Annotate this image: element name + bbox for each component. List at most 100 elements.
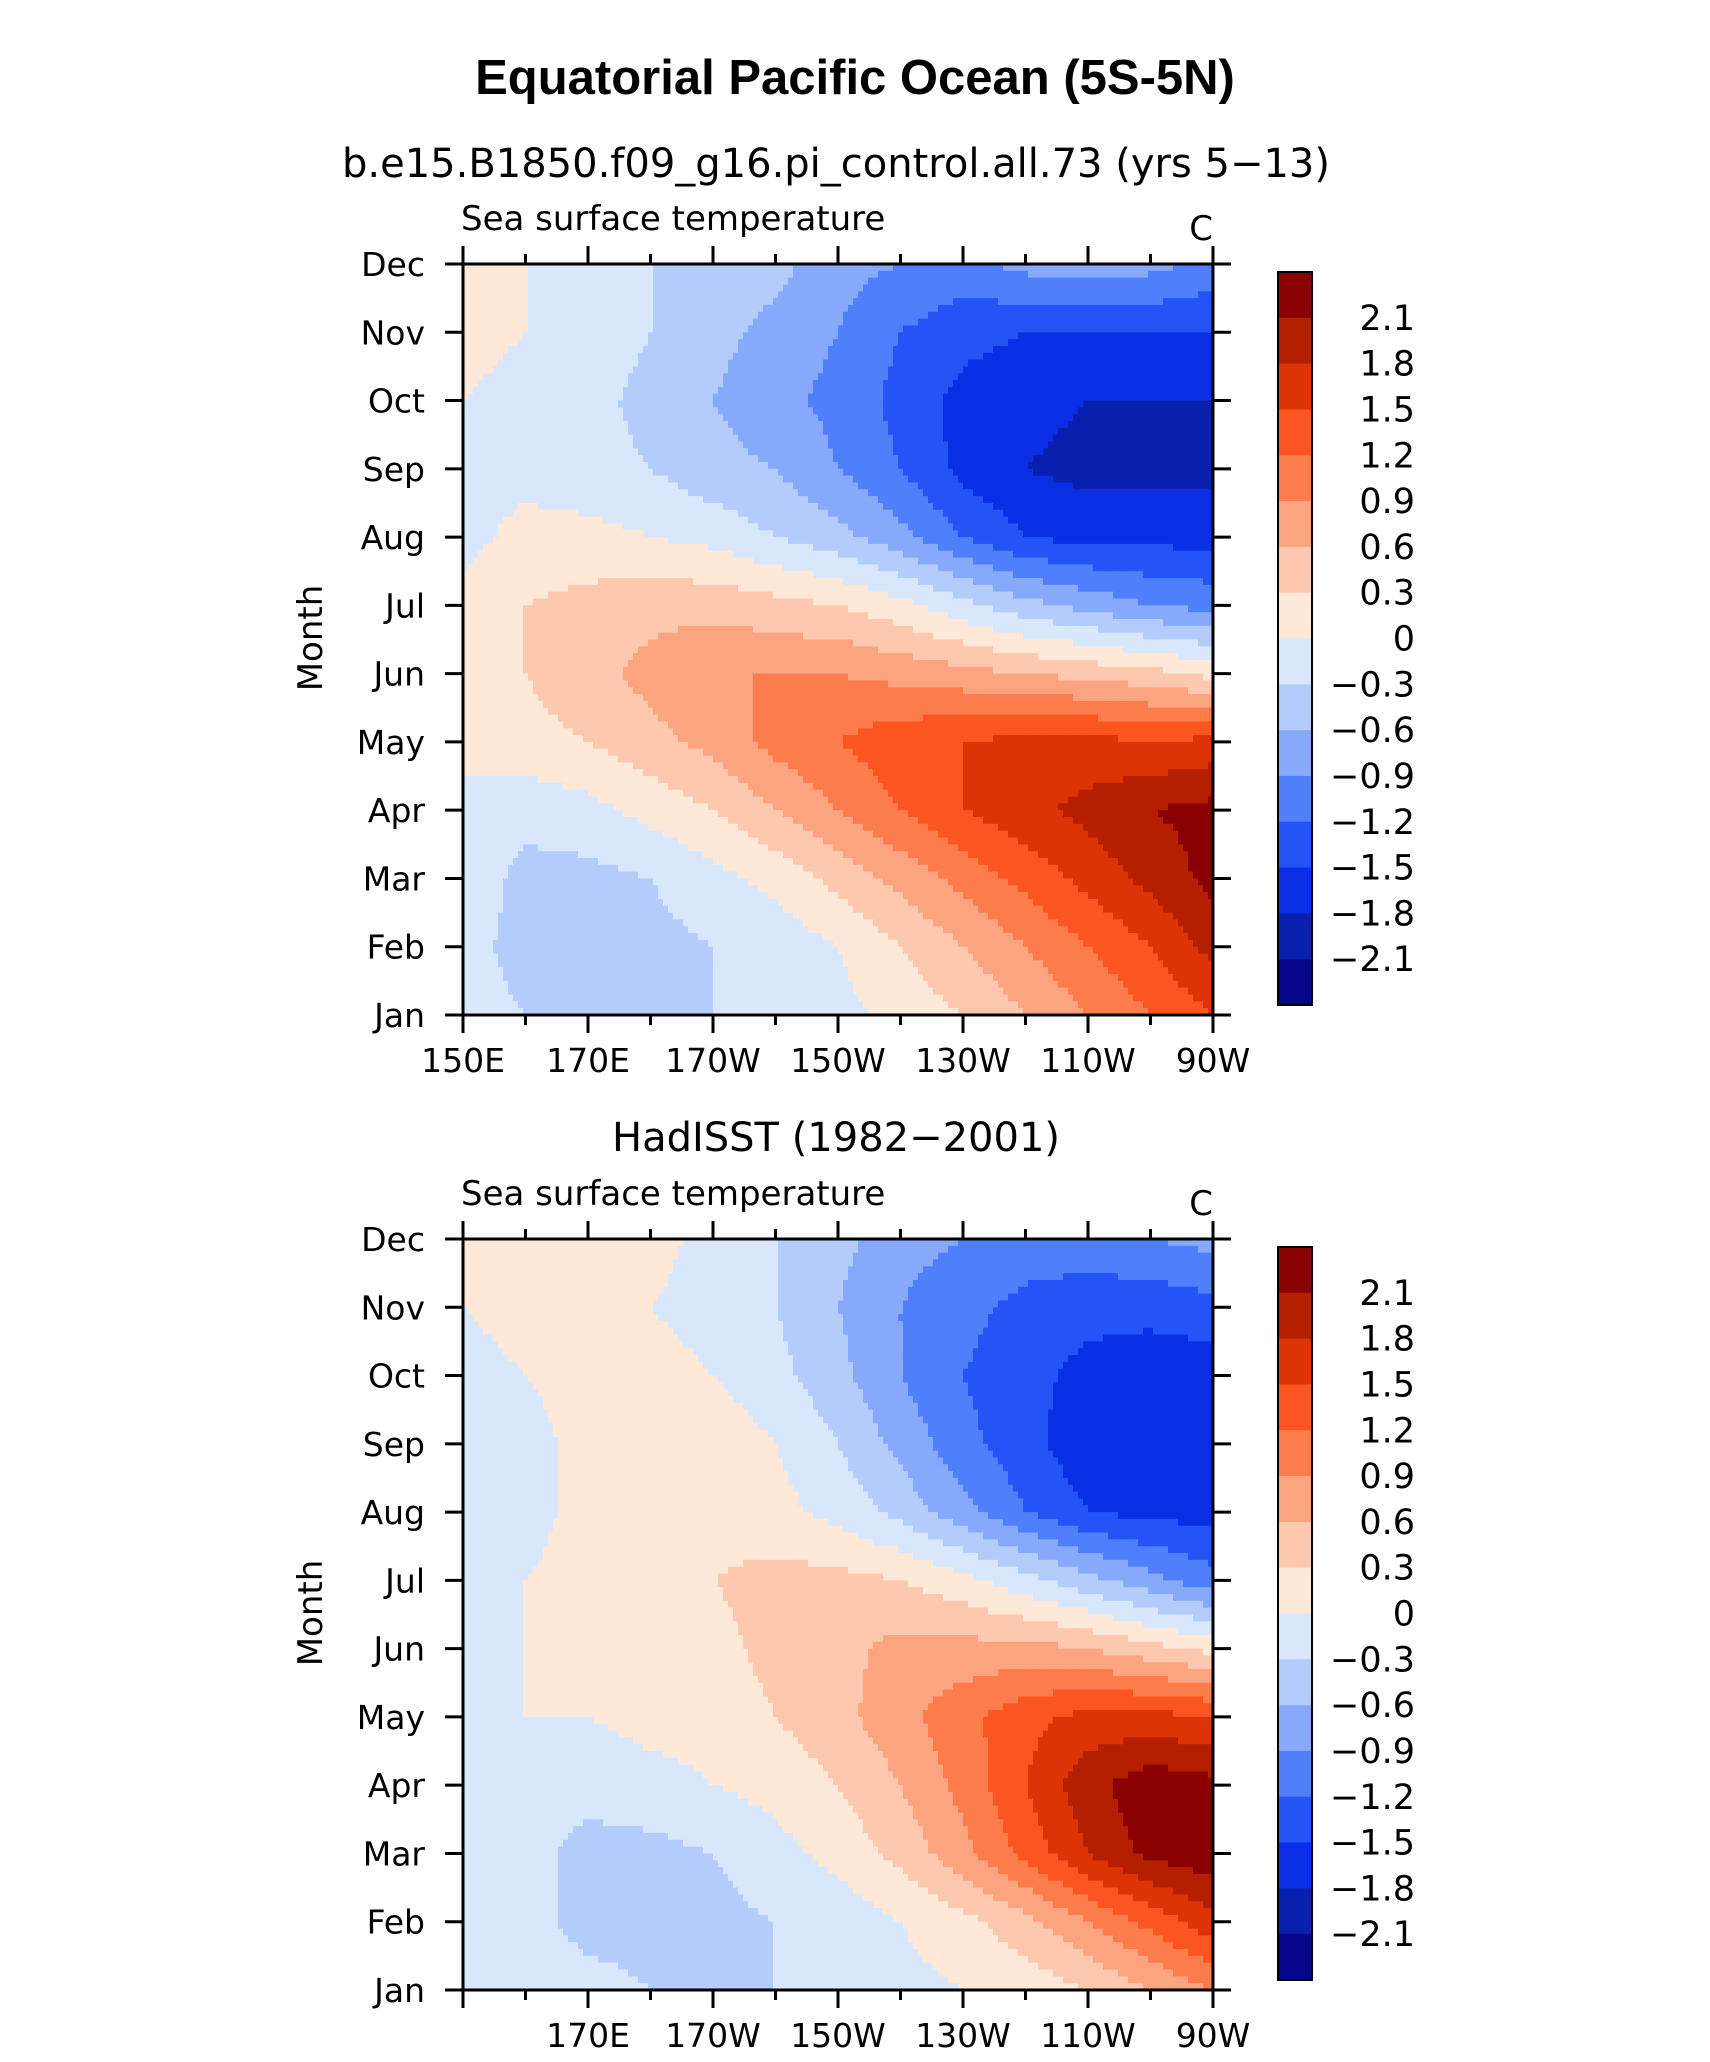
- contour-cell: [1003, 325, 1009, 333]
- contour-cell: [838, 339, 844, 347]
- contour-cell: [853, 345, 859, 354]
- contour-cell: [1018, 264, 1024, 272]
- contour-cell: [1003, 380, 1009, 388]
- contour-cell: [543, 386, 549, 395]
- contour-cell: [1193, 264, 1199, 272]
- contour-cell: [963, 400, 969, 408]
- contour-cell: [1168, 468, 1174, 477]
- contour-cell: [913, 373, 919, 381]
- contour-cell: [988, 264, 994, 272]
- contour-cell: [598, 291, 604, 299]
- contour-cell: [488, 277, 494, 286]
- contour-cell: [1143, 298, 1149, 306]
- contour-cell: [598, 345, 604, 354]
- contour-cell: [953, 373, 959, 381]
- contour-cell: [1058, 291, 1064, 299]
- contour-cell: [723, 277, 729, 286]
- contour-cell: [1068, 359, 1074, 368]
- contour-cell: [953, 468, 959, 477]
- contour-cell: [913, 277, 919, 286]
- contour-cell: [763, 359, 769, 368]
- contour-cell: [938, 468, 944, 477]
- contour-cell: [863, 448, 869, 456]
- contour-cell: [863, 407, 869, 415]
- contour-cell: [898, 291, 904, 299]
- contour-cell: [573, 427, 579, 436]
- contour-cell: [1178, 339, 1184, 347]
- contour-cell: [1138, 414, 1144, 422]
- contour-cell: [978, 421, 984, 429]
- contour-cell: [768, 298, 774, 306]
- contour-cell: [868, 393, 874, 402]
- contour-cell: [788, 366, 794, 374]
- contour-cell: [808, 332, 814, 340]
- contour-cell: [668, 366, 674, 374]
- contour-cell: [813, 359, 819, 368]
- contour-field: [463, 264, 1214, 1016]
- contour-cell: [778, 291, 784, 299]
- contour-cell: [733, 475, 739, 484]
- contour-cell: [1003, 345, 1009, 354]
- contour-cell: [1043, 421, 1049, 429]
- contour-cell: [983, 373, 989, 381]
- contour-cell: [903, 304, 909, 313]
- contour-cell: [718, 482, 724, 490]
- contour-cell: [973, 434, 979, 443]
- contour-cell: [1038, 468, 1044, 477]
- contour-cell: [918, 318, 924, 327]
- contour-cell: [1048, 475, 1054, 484]
- contour-cell: [668, 482, 674, 490]
- contour-cell: [873, 386, 879, 395]
- contour-cell: [943, 414, 949, 422]
- contour-cell: [1158, 468, 1164, 477]
- contour-cell: [1043, 325, 1049, 333]
- contour-cell: [793, 427, 799, 436]
- contour-cell: [733, 270, 739, 279]
- contour-cell: [978, 304, 984, 313]
- contour-cell: [1153, 475, 1159, 484]
- contour-cell: [668, 468, 674, 477]
- contour-cell: [1108, 291, 1114, 299]
- contour-cell: [1078, 448, 1084, 456]
- contour-cell: [1203, 461, 1209, 470]
- contour-cell: [1058, 448, 1064, 456]
- contour-cell: [1168, 318, 1174, 327]
- contour-cell: [1178, 461, 1184, 470]
- contour-cell: [1108, 414, 1114, 422]
- contour-cell: [583, 311, 589, 320]
- contour-cell: [613, 318, 619, 327]
- contour-cell: [868, 318, 874, 327]
- contour-cell: [628, 448, 634, 456]
- contour-cell: [673, 277, 679, 286]
- contour-cell: [633, 461, 639, 470]
- contour-cell: [523, 414, 529, 422]
- contour-cell: [818, 441, 824, 449]
- contour-cell: [1058, 304, 1064, 313]
- contour-cell: [1143, 345, 1149, 354]
- contour-cell: [1038, 339, 1044, 347]
- contour-cell: [838, 291, 844, 299]
- contour-cell: [803, 407, 809, 415]
- contour-cell: [668, 414, 674, 422]
- contour-cell: [768, 264, 774, 272]
- contour-cell: [1153, 284, 1159, 292]
- contour-cell: [993, 270, 999, 279]
- contour-cell: [528, 304, 534, 313]
- contour-cell: [648, 298, 654, 306]
- contour-cell: [1123, 359, 1129, 368]
- contour-cell: [668, 441, 674, 449]
- contour-cell: [828, 482, 834, 490]
- contour-cell: [653, 455, 659, 463]
- contour-cell: [1053, 468, 1059, 477]
- contour-cell: [593, 352, 599, 361]
- contour-cell: [673, 284, 679, 292]
- contour-cell: [978, 366, 984, 374]
- contour-cell: [1163, 359, 1169, 368]
- contour-cell: [1158, 448, 1164, 456]
- contour-cell: [1023, 414, 1029, 422]
- contour-cell: [608, 352, 614, 361]
- contour-cell: [1053, 434, 1059, 443]
- contour-cell: [993, 400, 999, 408]
- contour-cell: [698, 441, 704, 449]
- contour-cell: [948, 434, 954, 443]
